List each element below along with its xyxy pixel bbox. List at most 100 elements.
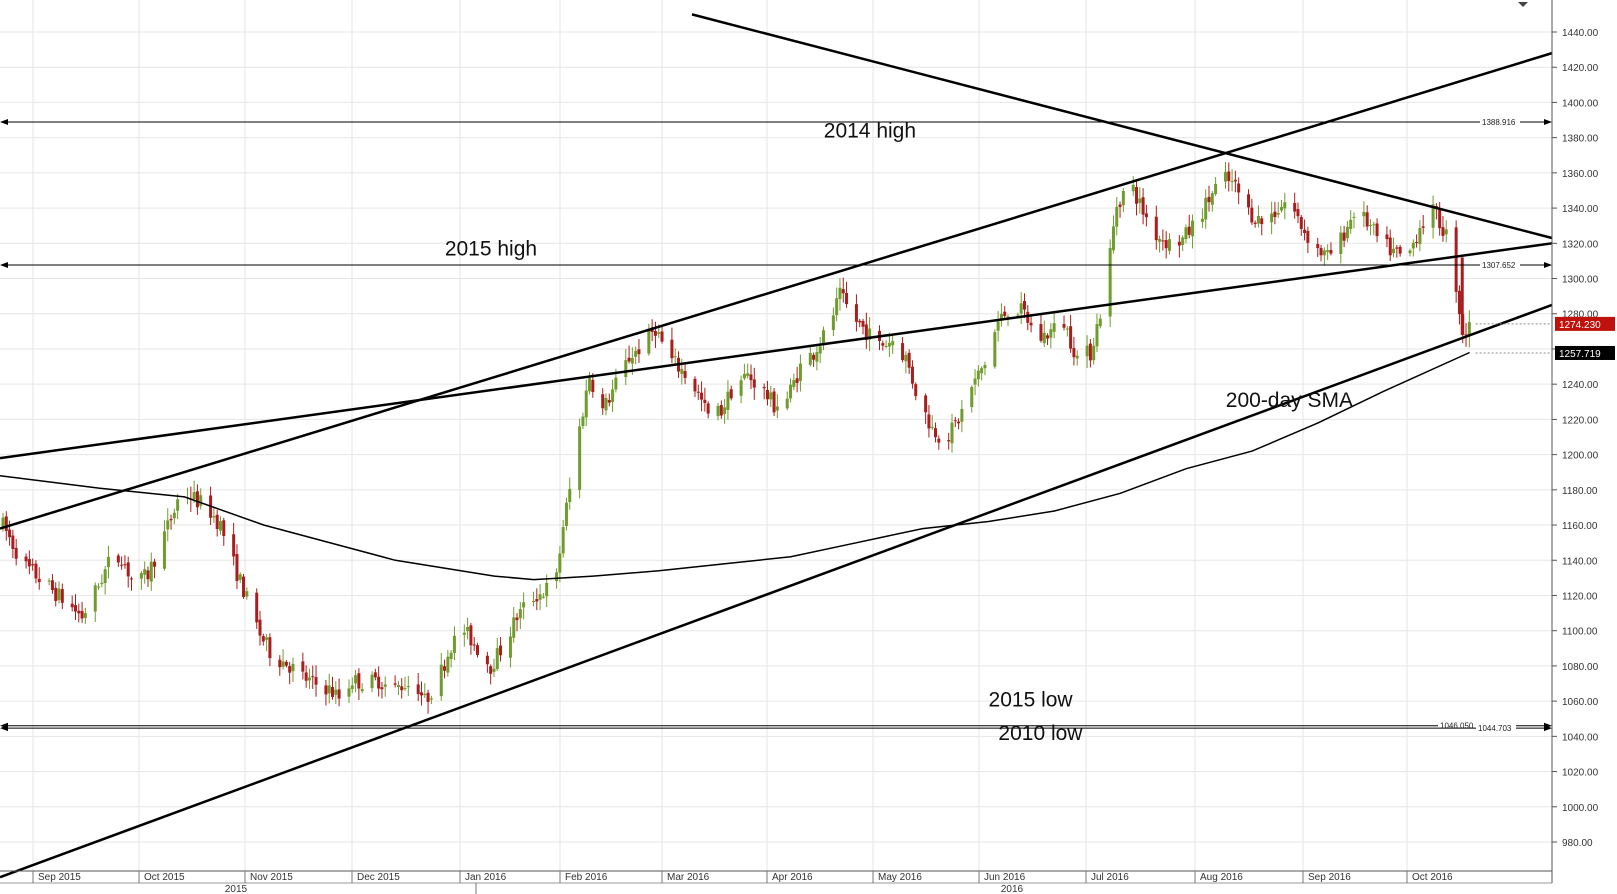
annotation-label: 2014 high bbox=[824, 120, 916, 143]
candle-body bbox=[1388, 237, 1392, 256]
candle-body bbox=[924, 395, 928, 413]
candle-body bbox=[723, 407, 727, 415]
candle-body bbox=[1247, 194, 1251, 208]
y-tick-label: 1280.00 bbox=[1562, 310, 1599, 321]
candle-body bbox=[1016, 314, 1020, 316]
y-tick-label: 1420.00 bbox=[1562, 63, 1599, 74]
candle-body bbox=[950, 422, 954, 444]
candle-body bbox=[1069, 326, 1073, 349]
candle-body bbox=[1095, 324, 1099, 347]
y-tick-label: 1220.00 bbox=[1562, 415, 1599, 426]
candle-body bbox=[24, 556, 28, 562]
level-label: 1388.916 bbox=[1482, 118, 1516, 127]
candle-body bbox=[47, 580, 51, 582]
candle-body bbox=[607, 399, 611, 403]
candle-body bbox=[172, 512, 176, 519]
candle-body bbox=[419, 692, 423, 696]
y-tick-label: 1340.00 bbox=[1562, 204, 1599, 215]
candle-body bbox=[314, 677, 318, 685]
candle-body bbox=[957, 421, 961, 424]
x-year-label: 2015 bbox=[225, 884, 248, 894]
candle-body bbox=[265, 637, 269, 640]
candle-body bbox=[538, 594, 542, 600]
candle-body bbox=[1441, 227, 1445, 236]
candle-body bbox=[1026, 311, 1030, 323]
candle-body bbox=[449, 652, 453, 660]
candle-body bbox=[772, 391, 776, 413]
candle-body bbox=[34, 563, 38, 579]
candle-body bbox=[146, 570, 150, 580]
candle-body bbox=[426, 692, 430, 702]
candle-body bbox=[1411, 242, 1415, 249]
candle-body bbox=[1431, 204, 1435, 228]
candle-body bbox=[561, 527, 565, 554]
chevron-down-icon[interactable] bbox=[1518, 2, 1528, 7]
candle-body bbox=[1372, 224, 1376, 226]
level-label-bg bbox=[1476, 723, 1516, 734]
candle-body bbox=[568, 488, 572, 503]
candle-body bbox=[130, 578, 134, 580]
candle-body bbox=[1210, 193, 1214, 205]
sma-200-polyline bbox=[0, 351, 1470, 581]
candle-body bbox=[311, 676, 315, 678]
candle-body bbox=[884, 346, 888, 348]
candle-body bbox=[891, 341, 895, 346]
candle-body bbox=[762, 386, 766, 389]
candle-body bbox=[861, 320, 865, 327]
arrow-left-icon bbox=[0, 262, 8, 269]
candle-body bbox=[729, 389, 733, 399]
candle-body bbox=[331, 687, 335, 697]
candle-body bbox=[508, 636, 512, 658]
candle-body bbox=[1052, 323, 1056, 332]
candle-body bbox=[927, 414, 931, 429]
y-tick-label: 1180.00 bbox=[1562, 486, 1598, 497]
candle-body bbox=[489, 666, 493, 674]
candle-body bbox=[1062, 324, 1066, 328]
candle-body bbox=[1200, 218, 1204, 222]
x-month-label: May 2016 bbox=[878, 872, 922, 883]
annotation-label: 2010 low bbox=[998, 722, 1083, 745]
candle-body bbox=[868, 328, 872, 340]
candle-body bbox=[195, 491, 199, 508]
x-month-label: Sep 2015 bbox=[38, 872, 81, 883]
horizontal-levels: 1388.916 1307.652 1046.050 1044.703 bbox=[0, 116, 1552, 734]
x-month-label: Jan 2016 bbox=[465, 872, 507, 883]
candlestick-series bbox=[1, 162, 1471, 714]
candle-body bbox=[1362, 211, 1366, 217]
candle-body bbox=[1326, 250, 1330, 253]
x-month-label: Jun 2016 bbox=[984, 872, 1026, 883]
candle-body bbox=[910, 366, 914, 384]
x-month-label: Dec 2015 bbox=[357, 872, 400, 883]
candle-body bbox=[1280, 206, 1284, 211]
candle-body bbox=[976, 370, 980, 380]
candle-body bbox=[97, 586, 101, 588]
candle-body bbox=[1460, 257, 1464, 335]
candle-body bbox=[887, 342, 891, 347]
y-tick-label: 1000.00 bbox=[1562, 803, 1599, 814]
candle-body bbox=[57, 588, 61, 601]
candle-body bbox=[947, 440, 951, 442]
trendline-lower-channel bbox=[0, 303, 1553, 879]
candle-body bbox=[380, 687, 384, 690]
candle-body bbox=[1256, 216, 1260, 224]
price-tags: 1274.230 1257.719 bbox=[1475, 316, 1615, 360]
candle-body bbox=[116, 555, 120, 563]
candle-body bbox=[798, 363, 802, 381]
y-tick-label: 1080.00 bbox=[1562, 662, 1599, 673]
candle-body bbox=[588, 378, 592, 392]
candle-body bbox=[670, 339, 674, 359]
y-tick-label: 1360.00 bbox=[1562, 169, 1599, 180]
candle-body bbox=[1138, 198, 1142, 203]
candle-body bbox=[1184, 227, 1188, 240]
candle-body bbox=[746, 373, 750, 376]
candle-body bbox=[1464, 334, 1468, 336]
candle-body bbox=[360, 689, 364, 692]
candle-body bbox=[235, 554, 239, 581]
y-tick-label: 1440.00 bbox=[1562, 28, 1599, 39]
candle-body bbox=[37, 578, 41, 583]
candle-body bbox=[1365, 212, 1369, 227]
candle-body bbox=[1237, 183, 1241, 193]
annotation-label: 2015 high bbox=[445, 238, 537, 261]
candle-body bbox=[601, 394, 605, 409]
